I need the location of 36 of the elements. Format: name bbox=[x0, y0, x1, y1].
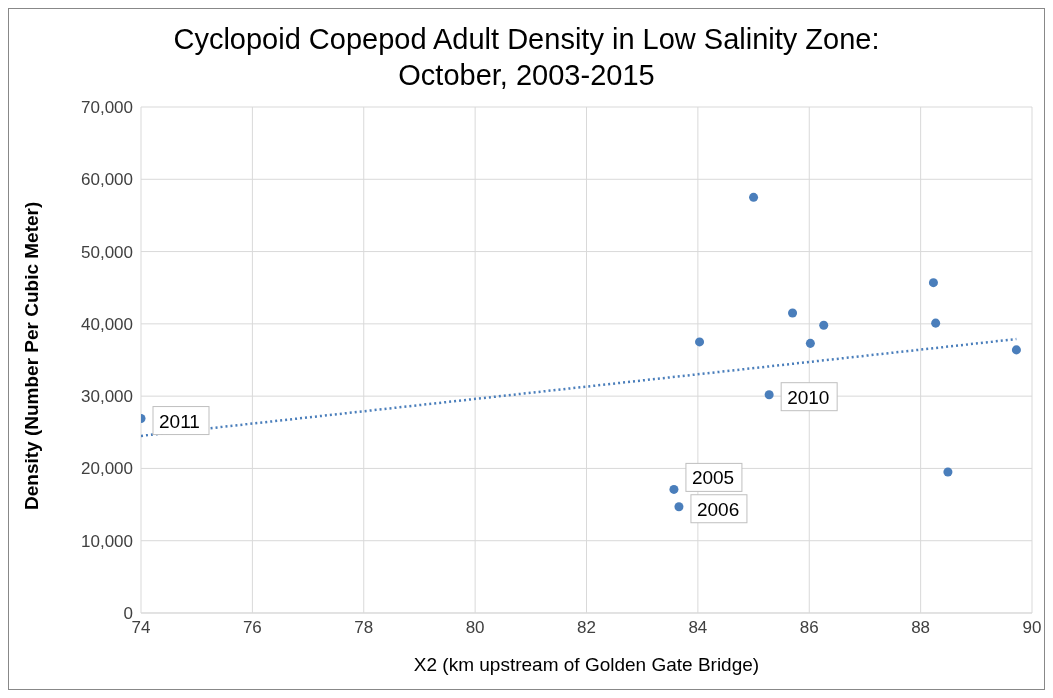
y-tick-label: 70,000 bbox=[81, 98, 133, 118]
y-axis-title: Density (Number Per Cubic Meter) bbox=[20, 201, 42, 510]
point bbox=[764, 390, 774, 400]
point bbox=[1011, 345, 1021, 355]
x-tick-label: 90 bbox=[1022, 618, 1042, 638]
y-tick-label: 50,000 bbox=[81, 242, 133, 262]
chart-title: Cyclopoid Copepod Adult Density in Low Salinity Zone: October, 2003-2015 bbox=[172, 22, 881, 93]
point bbox=[788, 308, 798, 318]
y-tick-label: 20,000 bbox=[81, 459, 133, 479]
y-tick-label: 10,000 bbox=[81, 531, 133, 551]
y-tick-label: 30,000 bbox=[81, 387, 133, 407]
point bbox=[674, 502, 684, 512]
x-axis-title: X2 (km upstream of Golden Gate Bridge) bbox=[413, 654, 760, 675]
point bbox=[669, 484, 679, 494]
x-tick-label: 88 bbox=[911, 618, 931, 638]
point bbox=[695, 337, 705, 347]
x-tick-label: 78 bbox=[354, 618, 374, 638]
point bbox=[928, 278, 938, 288]
x-tick-label: 76 bbox=[242, 618, 262, 638]
annotation: 2011 bbox=[159, 410, 200, 432]
point bbox=[931, 318, 941, 328]
x-tick-label: 82 bbox=[577, 618, 596, 638]
point bbox=[819, 320, 829, 330]
y-tick-label: 40,000 bbox=[81, 314, 133, 334]
point bbox=[805, 338, 815, 348]
point bbox=[943, 467, 953, 477]
point bbox=[749, 192, 759, 202]
annotation: 2005 bbox=[691, 467, 735, 489]
x-tick-label: 84 bbox=[688, 618, 708, 638]
x-tick-label: 86 bbox=[799, 618, 819, 638]
y-tick-label: 0 bbox=[123, 604, 133, 624]
annotation: 2010 bbox=[787, 386, 830, 408]
annotation: 2006 bbox=[696, 498, 740, 520]
x-tick-label: 80 bbox=[465, 618, 485, 638]
x-tick-label: 74 bbox=[131, 618, 151, 638]
y-tick-label: 60,000 bbox=[81, 170, 133, 190]
